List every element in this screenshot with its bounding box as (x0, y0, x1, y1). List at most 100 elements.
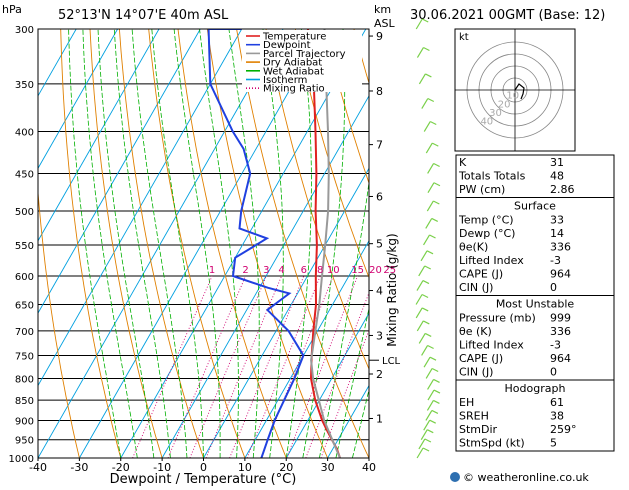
mixing-ratio-label: 3 (263, 265, 269, 276)
indices-value: 61 (550, 396, 564, 409)
pressure-tick-label: 450 (15, 169, 34, 180)
altitude-tick-label: 7 (376, 139, 383, 152)
copyright-logo-icon (450, 472, 460, 482)
indices-label: StmSpd (kt) (459, 437, 525, 450)
pressure-axis: 3003504004505005506006507007508008509009… (9, 25, 34, 465)
wind-barb-icon (426, 410, 432, 420)
temperature-tick-label: -40 (29, 461, 47, 474)
indices-value: 336 (550, 241, 571, 254)
dry-adiabat-line (589, 29, 629, 458)
wind-barb-icon (433, 400, 439, 403)
wind-barb-icon (417, 48, 423, 58)
altitude-tick-label: 1 (376, 412, 383, 425)
wind-barb-icon (427, 201, 433, 211)
wind-barb-icon (423, 48, 429, 51)
indices-label: Lifted Index (459, 339, 524, 352)
altitude-tick-label: 9 (376, 30, 383, 43)
wind-barb-icon (434, 390, 440, 393)
wind-barb-icon (422, 308, 428, 311)
wind-barb-icon (417, 281, 423, 291)
indices-value: 5 (550, 437, 557, 450)
copyright-text: © weatheronline.co.uk (463, 471, 589, 484)
wind-barb-icon (432, 368, 438, 371)
indices-section-title: Hodograph (505, 382, 566, 395)
wind-barb-icon (432, 410, 438, 413)
wind-barb-icon (426, 368, 432, 378)
indices-value: 259° (550, 423, 577, 436)
wind-barb-icon (424, 122, 430, 132)
mixing-ratio-label: 6 (301, 265, 307, 276)
indices-value: 38 (550, 410, 564, 423)
right-axis-label: Mixing Ratio (g/kg) (385, 233, 399, 346)
altitude-tick-label: 2 (376, 368, 383, 381)
altitude-tick-label: 6 (376, 190, 383, 203)
indices-value: -3 (550, 339, 561, 352)
indices-label: CIN (J) (459, 366, 493, 379)
mixing-ratio-label: 10 (327, 265, 340, 276)
altitude-tick-label: 4 (376, 285, 383, 298)
wind-barb-icon (423, 281, 429, 284)
wind-barb-icon (416, 295, 422, 305)
indices-label: θe(K) (459, 241, 488, 254)
wind-barb-icon (432, 218, 438, 221)
indices-value: 14 (550, 227, 564, 240)
dry-adiabat-line (618, 29, 629, 458)
indices-value: 31 (550, 156, 564, 169)
indices-value: 964 (550, 352, 571, 365)
hodograph-ring-label: 40 (480, 117, 493, 128)
wind-barb-icon (424, 357, 430, 367)
wind-barb-icon (426, 143, 432, 153)
wind-barb-icon (416, 308, 422, 318)
altitude-tick-label: 8 (376, 85, 383, 98)
wind-barb-icon (423, 448, 429, 451)
pressure-tick-label: 700 (15, 327, 34, 338)
indices-label: Lifted Index (459, 254, 524, 267)
indices-label: StmDir (459, 423, 498, 436)
mixing-ratio-label: 2 (242, 265, 248, 276)
mixing-ratio-label: 8 (317, 265, 323, 276)
wind-barb-icon (427, 430, 433, 433)
wind-barb-icon (434, 183, 440, 186)
wind-barb-icon (424, 420, 430, 430)
wind-barb-icon (427, 251, 433, 254)
indices-label: θe (K) (459, 325, 492, 338)
wind-barb-icon (417, 321, 423, 331)
indices-label: CAPE (J) (459, 268, 503, 281)
wind-barb-icon (425, 333, 431, 336)
indices-value: 2.86 (550, 183, 575, 196)
wind-barb-icon (430, 420, 436, 423)
wind-barb-icon (419, 74, 425, 84)
wind-barb-icon (428, 390, 434, 400)
temperature-tick-label: 30 (321, 461, 335, 474)
pressure-tick-label: 950 (15, 436, 34, 447)
hpa-axis-unit: hPa (2, 3, 22, 16)
wind-barb-icon (423, 321, 429, 324)
wind-barb-icon (417, 448, 423, 458)
wind-barb-icon (434, 379, 440, 382)
wind-barb-icon (426, 218, 432, 228)
indices-label: PW (cm) (459, 183, 505, 196)
indices-value: 336 (550, 325, 571, 338)
indices-label: CIN (J) (459, 281, 493, 294)
indices-value: 48 (550, 170, 564, 183)
pressure-tick-label: 850 (15, 396, 34, 407)
copyright: © weatheronline.co.uk (450, 471, 589, 484)
wind-barb-icon (422, 295, 428, 298)
indices-label: Pressure (mb) (459, 312, 536, 325)
wind-barb-icon (428, 345, 434, 348)
wind-barb-icon (419, 333, 425, 343)
temperature-tick-label: 40 (362, 461, 376, 474)
indices-label: CAPE (J) (459, 352, 503, 365)
indices-label: Totals Totals (458, 170, 526, 183)
wind-barb-icon (419, 439, 425, 449)
indices-value: 964 (550, 268, 571, 281)
wind-barb-icon (430, 122, 436, 125)
wind-barb-icon (428, 163, 434, 173)
indices-label: EH (459, 396, 474, 409)
indices-label: K (459, 156, 467, 169)
pressure-tick-label: 300 (15, 25, 34, 36)
